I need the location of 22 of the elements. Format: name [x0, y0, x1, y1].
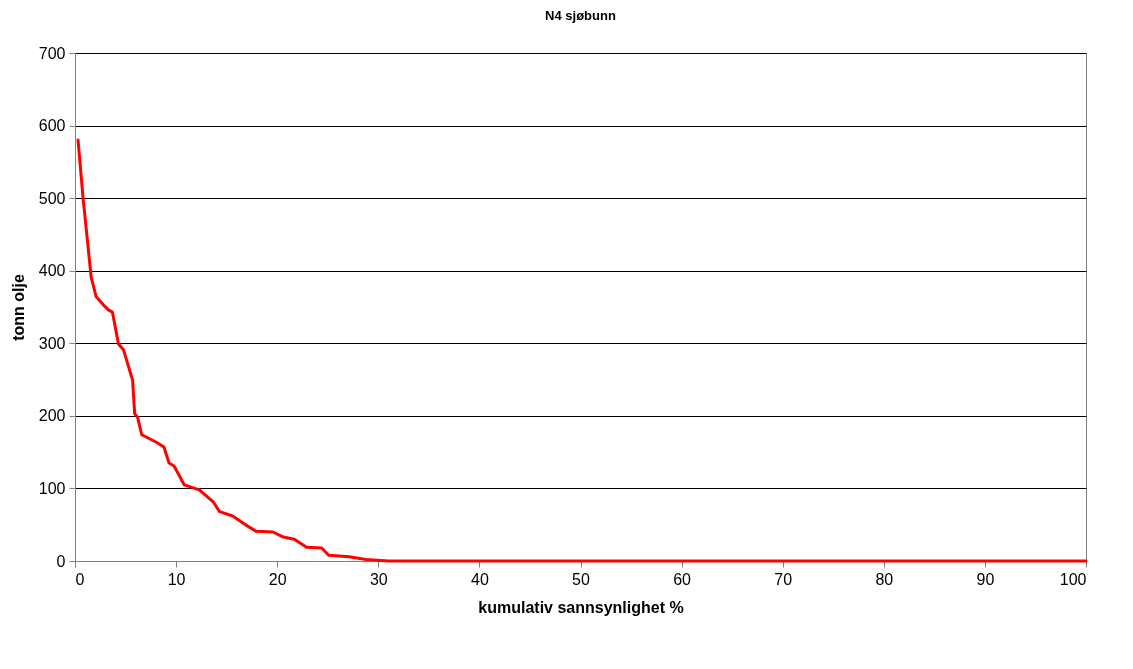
y-tick-label: 200 — [38, 407, 66, 425]
x-tick-label: 90 — [976, 570, 995, 588]
x-tick-label: 40 — [471, 570, 489, 588]
x-tick-label: 20 — [268, 570, 287, 588]
x-tick-label: 30 — [369, 570, 388, 588]
y-tick-label: 300 — [38, 334, 66, 352]
x-axis-title: kumulativ sannsynlighet % — [478, 598, 684, 616]
x-tick-label: 60 — [673, 570, 692, 588]
y-tick-label: 400 — [38, 262, 66, 280]
chart-title: N4 sjøbunn — [545, 8, 616, 23]
y-tick-label: 100 — [38, 479, 66, 497]
x-tick-label: 0 — [75, 570, 85, 588]
x-tick-label: 50 — [572, 570, 590, 588]
x-tick-label: 100 — [1059, 570, 1087, 588]
y-tick-label: 500 — [38, 189, 66, 207]
x-tick-label: 80 — [875, 570, 894, 588]
y-tick-label: 600 — [38, 117, 66, 135]
y-axis-title: tonn olje — [9, 274, 27, 341]
y-tick-label: 700 — [38, 44, 66, 62]
x-tick-label: 70 — [774, 570, 793, 588]
x-tick-label: 10 — [167, 570, 186, 588]
y-tick-label: 0 — [56, 552, 66, 570]
